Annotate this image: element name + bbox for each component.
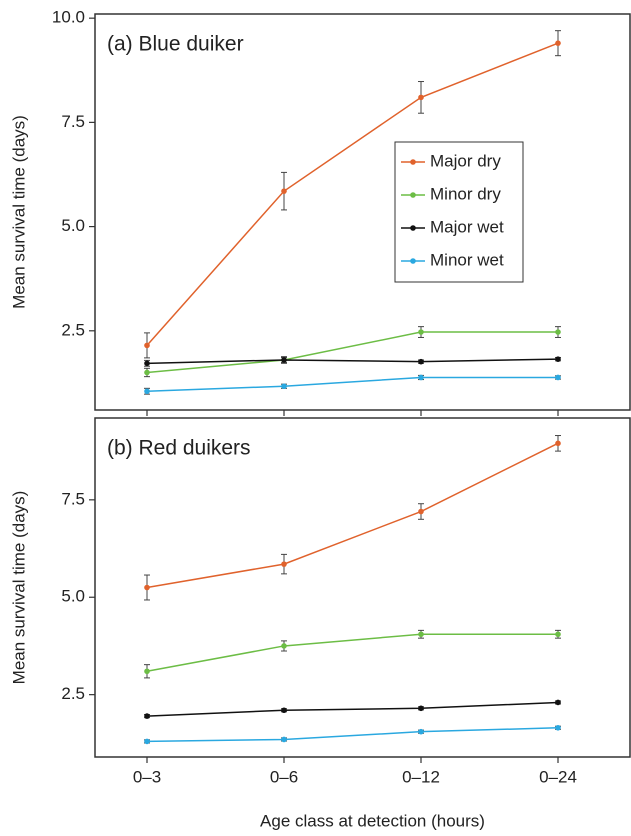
point xyxy=(281,188,287,194)
x-tick-label: 0–3 xyxy=(133,767,161,786)
point xyxy=(555,329,561,335)
point xyxy=(418,94,424,101)
y-tick-label: 7.5 xyxy=(61,112,85,131)
series-line xyxy=(146,331,558,374)
series-line xyxy=(146,376,558,392)
point xyxy=(555,724,561,731)
x-tick-label: 0–12 xyxy=(402,767,440,786)
series-line xyxy=(146,42,559,346)
point xyxy=(144,360,150,367)
point xyxy=(418,358,424,365)
legend-box xyxy=(394,141,524,283)
point xyxy=(281,561,287,567)
y-tick-label: 10.0 xyxy=(52,8,85,27)
point xyxy=(418,508,424,515)
y-tick-label: 5.0 xyxy=(61,587,85,606)
point xyxy=(418,329,424,335)
series-line xyxy=(146,727,559,743)
x-axis-label: Age class at detection (hours) xyxy=(260,811,485,830)
point xyxy=(281,736,287,743)
y-axis-label: Mean survival time (days) xyxy=(9,115,28,309)
point xyxy=(418,728,424,735)
point xyxy=(555,440,561,447)
point xyxy=(144,342,150,349)
legend-label: Minor wet xyxy=(430,250,504,269)
legend-marker xyxy=(410,159,416,165)
point xyxy=(144,713,150,719)
y-tick-label: 2.5 xyxy=(61,320,85,339)
plot-frame xyxy=(94,13,631,411)
point xyxy=(144,388,150,395)
point xyxy=(144,584,150,591)
series-line xyxy=(146,358,559,365)
y-tick-label: 5.0 xyxy=(61,216,85,235)
panel-title: (b) Red duikers xyxy=(107,437,251,460)
y-tick-label: 2.5 xyxy=(61,684,85,703)
series-line xyxy=(146,442,559,589)
legend-marker xyxy=(410,225,416,231)
point xyxy=(418,631,424,638)
panel-title: (a) Blue duiker xyxy=(107,33,244,56)
point xyxy=(281,643,287,649)
legend-label: Major dry xyxy=(430,151,501,170)
point xyxy=(555,356,561,362)
point xyxy=(418,374,424,381)
point xyxy=(144,668,150,675)
point xyxy=(555,699,561,706)
point xyxy=(555,40,561,46)
legend-marker xyxy=(410,258,416,264)
x-tick-label: 0–24 xyxy=(539,767,577,786)
series-line xyxy=(146,701,559,717)
point xyxy=(281,707,287,714)
point xyxy=(418,705,424,712)
point xyxy=(144,738,150,745)
legend-label: Minor dry xyxy=(430,184,501,203)
y-axis-label: Mean survival time (days) xyxy=(9,491,28,685)
legend-marker xyxy=(410,192,416,198)
legend-label: Major wet xyxy=(430,217,504,236)
point xyxy=(144,369,150,376)
y-tick-label: 7.5 xyxy=(61,489,85,508)
point xyxy=(281,357,287,363)
point xyxy=(555,374,561,381)
series-line xyxy=(146,633,558,673)
point xyxy=(555,631,561,638)
plot-frame xyxy=(94,417,631,758)
point xyxy=(281,383,287,390)
x-tick-label: 0–6 xyxy=(270,767,298,786)
